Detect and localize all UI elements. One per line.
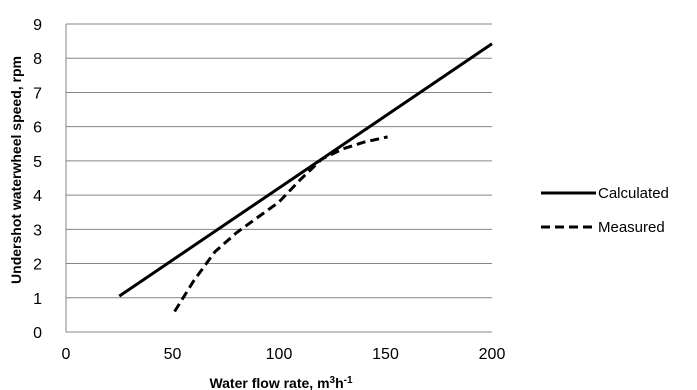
- x-tick-labels: 0 50 100 150 200: [62, 346, 506, 363]
- y-tick-labels: 0 1 2 3 4 5 6 7 8 9: [33, 17, 42, 342]
- x-tick-150: 150: [372, 346, 399, 363]
- series-lines: [118, 42, 493, 313]
- y-tick-9: 9: [33, 17, 42, 34]
- x-tick-0: 0: [62, 346, 71, 363]
- x-axis-title: Water flow rate, m3h-1: [209, 375, 353, 390]
- x-axis-title-sup1: 3: [330, 375, 336, 386]
- y-tick-3: 3: [33, 222, 42, 239]
- y-tick-8: 8: [33, 51, 42, 68]
- y-tick-5: 5: [33, 154, 42, 171]
- y-tick-6: 6: [33, 120, 42, 137]
- x-tick-50: 50: [164, 346, 182, 363]
- x-axis-title-mid: h: [335, 375, 344, 390]
- series-measured: [173, 135, 388, 313]
- y-tick-4: 4: [33, 188, 42, 205]
- y-tick-2: 2: [33, 257, 42, 274]
- x-axis-title-main: Water flow rate, m: [209, 375, 329, 390]
- y-tick-1: 1: [33, 291, 42, 308]
- x-tick-200: 200: [479, 346, 506, 363]
- y-axis-title: Undershot waterwheel speed, rpm: [8, 56, 24, 284]
- y-tick-0: 0: [33, 325, 42, 342]
- grid-lines: [65, 23, 492, 333]
- legend: Calculated Measured: [541, 185, 669, 236]
- y-tick-7: 7: [33, 85, 42, 102]
- x-tick-100: 100: [266, 346, 293, 363]
- legend-label-calculated: Calculated: [598, 185, 669, 202]
- series-calculated: [118, 42, 493, 298]
- x-axis-title-sup2: -1: [344, 375, 353, 386]
- legend-label-measured: Measured: [598, 219, 665, 236]
